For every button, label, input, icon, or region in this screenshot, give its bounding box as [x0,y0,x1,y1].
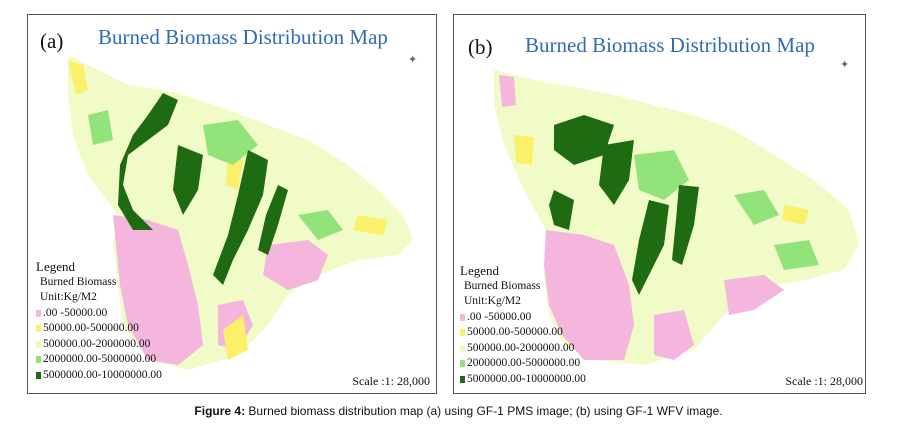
legend-item: 500000.00-2000000.00 [460,341,586,357]
legend-swatch [460,313,465,321]
burned-biomass-map-a [68,55,413,370]
legend-swatch [36,356,41,364]
class-low-zone [544,230,634,360]
legend-title: Legend [460,263,499,278]
class-low-zone [113,215,203,365]
legend-item: 50000.00-500000.00 [36,321,162,337]
figure-caption: Figure 4: Burned biomass distribution ma… [0,404,917,418]
legend-item-label: 2000000.00-5000000.00 [467,357,581,369]
legend-unit: Unit:Kg/M2 [40,291,97,303]
class-high-zone [549,190,574,230]
class-mid-high-zone [298,210,343,240]
class-mid-high-zone [734,190,779,225]
legend-swatch [36,325,41,333]
figure-caption-label: Figure 4: [194,404,246,418]
panel-letter: (b) [468,35,493,59]
class-high-zone [118,93,178,230]
map-title: Burned Biomass Distribution Map [98,25,388,49]
class-high-zone [672,185,699,265]
class-mid-high-zone [634,150,689,200]
legend-item: 5000000.00-10000000.00 [36,368,162,384]
panel-letter: (a) [40,29,64,53]
class-high-zone [258,185,288,255]
legend-item-label: 5000000.00-10000000.00 [43,368,162,381]
class-high-zone [173,145,203,215]
map-panel-a: (a) Burned Biomass Distribution Map ✦ Le… [27,14,437,394]
class-mid-high-zone [774,240,819,270]
legend-layer-name: Burned Biomass [40,275,117,288]
legend-item: .00 -50000.00 [36,306,162,322]
class-high-zone [213,150,268,285]
legend-unit: Unit:Kg/M2 [464,295,521,307]
figure-caption-text: Burned biomass distribution map (a) usin… [245,404,723,418]
legend-item-label: 50000.00-500000.00 [467,326,563,338]
legend-item-label: 500000.00-2000000.00 [43,337,151,350]
compass-rose-icon: ✦ [408,54,418,66]
legend-swatch [460,360,465,368]
legend-swatch [36,309,41,317]
legend-item-label: 500000.00-2000000.00 [467,341,575,354]
map-scale: Scale :1: 28,000 [352,374,430,388]
class-high-zone [554,115,614,165]
legend-swatch [36,371,41,379]
legend-item: 2000000.00-5000000.00 [460,356,586,372]
legend-item-label: 2000000.00-5000000.00 [43,353,157,365]
class-mid-low-zone [514,135,534,165]
class-high-zone [632,200,669,295]
class-low-zone [654,310,694,360]
class-low-zone [263,240,328,290]
legend: Legend Burned Biomass Unit:Kg/M2 .00 -50… [36,259,162,383]
legend-layer-name: Burned Biomass [464,279,541,292]
class-low-zone [499,75,516,107]
compass-rose-icon: ✦ [840,59,850,71]
class-mid-low-zone [68,60,88,95]
legend-item: 50000.00-500000.00 [460,325,586,341]
legend-item: 5000000.00-10000000.00 [460,372,586,388]
legend-swatch [460,344,465,352]
legend-swatch [36,340,41,348]
map-scale: Scale :1: 28,000 [785,374,863,388]
legend-swatch [460,329,465,337]
legend-item-label: 50000.00-500000.00 [43,322,139,334]
class-mid-low-zone [353,215,388,235]
map-title: Burned Biomass Distribution Map [525,33,815,57]
legend-item: 2000000.00-5000000.00 [36,352,162,368]
legend-title: Legend [36,259,75,274]
legend-item-label: 5000000.00-10000000.00 [467,372,586,385]
legend-item: .00 -50000.00 [460,310,586,326]
class-high-zone [599,140,634,205]
class-mid-high-zone [88,110,113,145]
legend: Legend Burned Biomass Unit:Kg/M2 .00 -50… [460,263,586,387]
class-mid-low-zone [782,205,809,225]
class-low-zone [724,275,784,315]
map-panel-b: (b) Burned Biomass Distribution Map ✦ Le… [453,14,866,394]
legend-item-label: .00 -50000.00 [43,306,108,319]
legend-item: 500000.00-2000000.00 [36,337,162,353]
class-mid-low-zone [223,315,248,360]
legend-swatch [460,375,465,383]
legend-item-label: .00 -50000.00 [467,310,532,323]
burned-biomass-map-b [494,70,859,365]
class-mid-high-zone [203,120,258,165]
